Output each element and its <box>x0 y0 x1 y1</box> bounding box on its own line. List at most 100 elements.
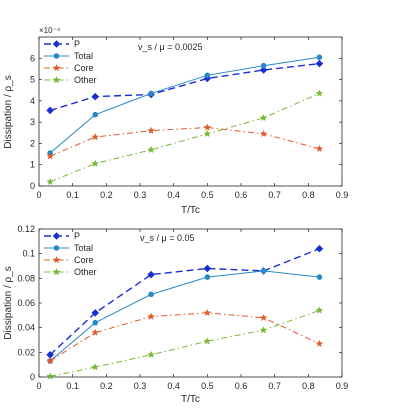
series-other <box>46 89 324 186</box>
y-tick-label: 2 <box>30 138 35 148</box>
x-tick-label: 0.2 <box>100 190 113 200</box>
x-tick-label: 0.5 <box>201 381 214 391</box>
legend-marker <box>52 63 61 72</box>
series-line <box>49 248 320 356</box>
data-point <box>91 132 100 141</box>
x-tick-label: 0 <box>36 381 41 391</box>
data-point <box>91 159 100 167</box>
x-tick-label: 0.3 <box>134 381 147 391</box>
axes-frame <box>38 36 343 187</box>
x-tick-label: 0.4 <box>167 381 180 391</box>
x-tick-label: 0.2 <box>100 381 113 391</box>
data-point <box>147 350 156 359</box>
series-core <box>46 123 324 160</box>
x-tick-label: 0.9 <box>336 190 349 200</box>
data-point <box>91 362 100 371</box>
legend-marker <box>52 267 61 276</box>
data-point <box>46 106 54 115</box>
data-point <box>147 126 156 135</box>
x-tick-label: 0.6 <box>235 190 248 200</box>
y-tick-label: 5 <box>30 75 35 85</box>
x-tick-label: 0.5 <box>201 190 214 200</box>
data-point <box>260 268 267 274</box>
y-tick-label: 0.12 <box>17 224 35 234</box>
data-point <box>315 59 324 68</box>
y-tick-label: 4 <box>30 96 35 106</box>
x-axis-label: T/Tc <box>181 205 200 216</box>
y-axis-label: Dissipation / ρ_s <box>3 266 14 340</box>
data-point <box>46 356 55 365</box>
series-line <box>49 270 320 362</box>
data-point <box>92 111 99 118</box>
data-point <box>259 129 268 138</box>
data-point <box>148 90 154 97</box>
chart-panel-1: 0 0.1 0.2 0.3 0.4 0.5 0.6 0.7 0.8 0.9 0 1 2 3 4 5 6 ×10⁻⁴… <box>3 26 348 216</box>
data-point <box>315 144 324 153</box>
data-point <box>46 152 55 160</box>
legend-marker <box>53 245 60 251</box>
x-tick-label: 0.8 <box>302 381 315 391</box>
x-tick-label: 0.1 <box>66 190 79 200</box>
data-point <box>315 339 324 348</box>
y-tick-label: 0.1 <box>22 249 35 259</box>
x-tick-label: 0.9 <box>336 381 349 391</box>
data-point <box>203 123 212 131</box>
legend: P Total Core Other <box>44 231 97 277</box>
y-tick-label: 0.02 <box>17 347 35 357</box>
y-tick-label: 0.08 <box>17 273 35 283</box>
legend-marker <box>52 75 61 84</box>
data-point <box>204 72 211 79</box>
series-p <box>46 59 324 115</box>
chart-annotation: v_s / μ = 0.0025 <box>138 42 202 52</box>
series-line <box>49 62 320 112</box>
data-point <box>91 309 99 317</box>
x-tick-label: 0.4 <box>167 190 180 200</box>
data-point <box>260 62 267 69</box>
legend-label: Other <box>74 75 97 85</box>
legend-label: Core <box>74 63 94 73</box>
series-total <box>47 54 323 156</box>
legend-marker <box>52 255 61 264</box>
series-line <box>49 126 320 157</box>
data-point <box>203 337 212 345</box>
legend-label: Total <box>74 243 93 253</box>
y-exponent-label: ×10⁻⁴ <box>39 26 61 35</box>
y-tick-label: 3 <box>30 117 35 127</box>
y-tick-label: 6 <box>30 53 35 63</box>
data-point <box>92 319 99 326</box>
x-tick-label: 0.1 <box>66 381 79 391</box>
data-point <box>91 328 100 336</box>
x-axis-label: T/Tc <box>181 394 200 405</box>
x-tick-label: 0.7 <box>268 381 281 391</box>
data-point <box>315 244 324 253</box>
data-point <box>315 89 324 97</box>
data-point <box>259 325 268 334</box>
data-point <box>46 372 55 380</box>
data-point <box>203 264 212 273</box>
data-point <box>259 66 268 74</box>
chart-annotation: v_s / μ = 0.05 <box>140 233 194 243</box>
legend: P Total Core Other <box>44 39 97 85</box>
legend-marker <box>53 53 60 59</box>
y-axis-label: Dissipation / ρ_s <box>3 75 14 149</box>
y-tick-label: 0 <box>30 181 35 191</box>
series-line <box>50 309 320 377</box>
y-tick-label: 0 <box>30 372 35 382</box>
data-point <box>259 113 268 122</box>
legend-label: Core <box>74 255 94 265</box>
y-tick-label: 0.06 <box>17 298 35 308</box>
x-tick-label: 0.6 <box>235 381 248 391</box>
series-line <box>49 56 320 154</box>
data-point <box>203 308 212 317</box>
series-total <box>47 268 323 364</box>
series-line <box>49 92 320 183</box>
data-point <box>259 313 268 322</box>
x-tick-label: 0.3 <box>134 190 147 200</box>
legend-marker <box>52 40 61 48</box>
data-point <box>316 54 323 61</box>
data-point <box>46 177 55 186</box>
data-point <box>147 312 156 320</box>
data-point <box>316 274 323 280</box>
data-point <box>203 129 212 138</box>
